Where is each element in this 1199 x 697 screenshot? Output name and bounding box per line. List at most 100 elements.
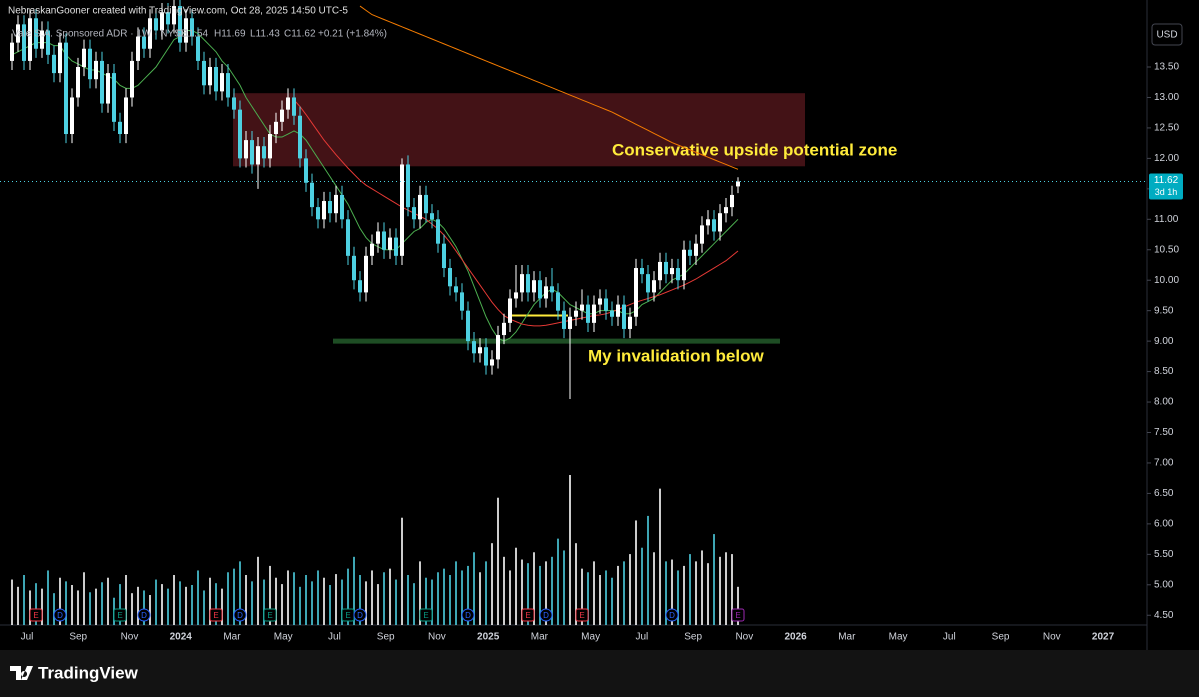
volume-bar <box>659 488 661 625</box>
price-label-box <box>1149 173 1183 200</box>
candle-body <box>394 237 398 256</box>
x-tick-label: Jul <box>328 632 341 643</box>
candle-body <box>634 268 638 317</box>
y-tick-label: 12.00 <box>1154 153 1179 164</box>
candle-body <box>166 12 170 25</box>
candle-body <box>352 255 356 281</box>
y-tick-label: 13.00 <box>1154 92 1179 103</box>
y-tick-label: 4.50 <box>1154 610 1174 621</box>
volume-bar <box>209 577 211 625</box>
candle-body <box>424 194 428 214</box>
volume-bar <box>281 584 283 625</box>
event-marker <box>113 608 127 622</box>
volume-bar <box>347 568 349 625</box>
legend: Vale S.A. Sponsored ADR · 1W · NYSE O11.… <box>12 29 387 40</box>
event-marker <box>353 608 367 622</box>
candle-body <box>130 60 134 98</box>
volume-bar <box>353 556 355 625</box>
candle-body <box>10 42 14 61</box>
currency-button[interactable] <box>1151 23 1183 46</box>
candle-body <box>556 292 560 311</box>
candle-body <box>388 237 392 250</box>
volume-bar <box>485 561 487 625</box>
x-tick-label: 2027 <box>1092 632 1115 643</box>
currency[interactable]: USD <box>1156 30 1177 41</box>
candle-body <box>550 286 554 293</box>
event-marker <box>419 608 433 622</box>
candle-body <box>94 60 98 80</box>
volume-bar <box>227 572 229 625</box>
annotation: My invalidation below <box>588 347 764 366</box>
footer-bar <box>0 650 1199 697</box>
event-marker <box>521 608 535 622</box>
volume-bar <box>59 577 61 625</box>
candle-body <box>592 304 596 323</box>
event-label: E <box>423 611 428 620</box>
y-tick-label: 6.50 <box>1154 488 1174 499</box>
volume-bar <box>293 572 295 625</box>
volume-bar <box>11 579 13 625</box>
volume-bar <box>143 590 145 625</box>
candle-body <box>736 181 740 187</box>
candle-body <box>466 310 470 342</box>
candle-body <box>292 97 296 116</box>
candle-body <box>184 18 188 43</box>
change: +0.21 (+1.84%) <box>318 29 387 40</box>
volume-bar <box>419 561 421 625</box>
volume-bar <box>395 579 397 625</box>
candle-body <box>484 347 488 366</box>
candle-body <box>100 60 104 104</box>
event-label: E <box>267 611 272 620</box>
volume-bar <box>623 561 625 625</box>
y-tick-label: 7.50 <box>1154 427 1174 438</box>
x-tick-label: 2026 <box>784 632 807 643</box>
candle-body <box>22 24 26 61</box>
candle-body <box>298 115 302 159</box>
volume-bar <box>701 550 703 625</box>
x-tick-label: May <box>889 632 908 643</box>
volume-bar <box>479 572 481 625</box>
event-marker <box>461 608 475 622</box>
volume-bar <box>95 588 97 625</box>
volume-bar <box>431 579 433 625</box>
candle-body <box>412 207 416 220</box>
event-label: E <box>33 611 38 620</box>
volume-bar <box>605 570 607 625</box>
event-label: D <box>141 611 147 620</box>
volume-bar <box>203 590 205 625</box>
x-tick-label: Mar <box>531 632 549 643</box>
volume-bar <box>533 552 535 625</box>
x-tick-label: Jul <box>943 632 956 643</box>
candle-body <box>598 298 602 305</box>
event-label: D <box>357 611 363 620</box>
candle-body <box>148 18 152 49</box>
volume-bar <box>29 590 31 625</box>
y-tick-label: 12.50 <box>1154 123 1179 134</box>
volume-bar <box>305 575 307 625</box>
volume-bar <box>629 554 631 625</box>
volume-bar <box>359 575 361 625</box>
candle-body <box>220 73 224 92</box>
volume-bar <box>137 586 139 625</box>
volume-bar <box>389 568 391 625</box>
volume-bar <box>275 577 277 625</box>
annotation: Conservative upside potential zone <box>612 140 897 159</box>
candle-body <box>58 42 62 74</box>
candle-body <box>538 280 542 299</box>
symbol: Vale S.A. Sponsored ADR · 1W · NYSE <box>12 29 188 40</box>
volume-bar <box>653 552 655 625</box>
volume-bar <box>545 561 547 625</box>
volume-bar <box>695 561 697 625</box>
event-marker <box>233 608 247 622</box>
volume-bar <box>593 561 595 625</box>
candle-body <box>586 304 590 323</box>
volume-bar <box>335 574 337 625</box>
volume-bar <box>683 565 685 625</box>
event-marker <box>263 608 277 622</box>
candle-body <box>262 146 266 159</box>
volume-bar <box>521 559 523 625</box>
candle-body <box>358 280 362 293</box>
volume-bar <box>53 593 55 625</box>
volume-bar <box>599 575 601 625</box>
